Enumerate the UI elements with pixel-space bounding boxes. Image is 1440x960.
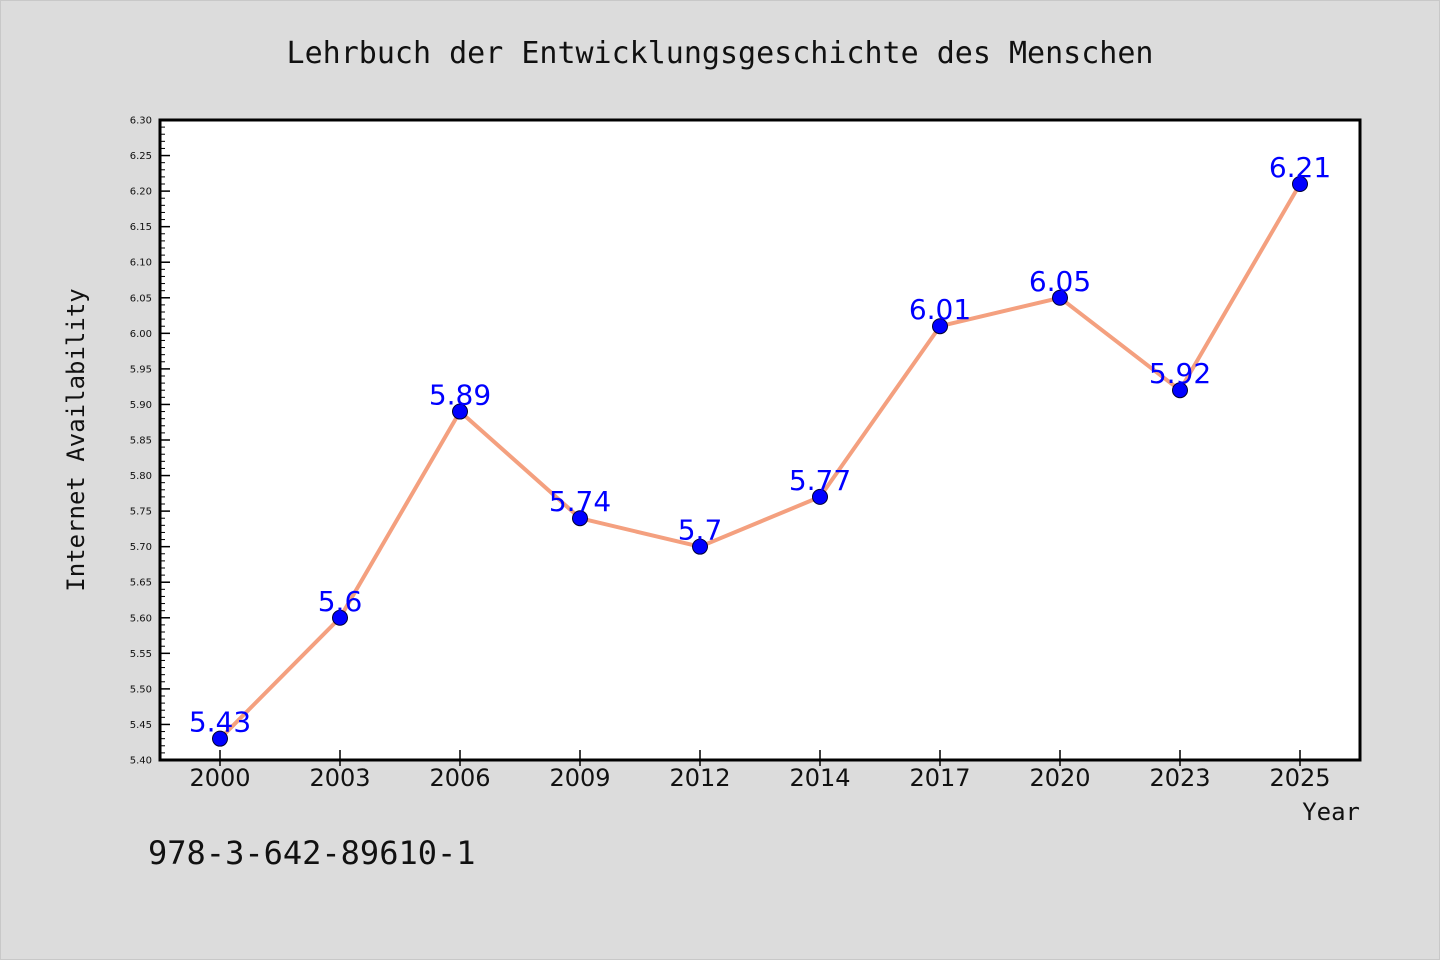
y-tick-label: 6.25 <box>130 151 152 162</box>
x-tick-label: 2009 <box>549 764 610 792</box>
data-point <box>452 403 468 420</box>
data-point <box>812 488 828 505</box>
data-point <box>332 609 348 626</box>
y-tick-label: 5.95 <box>130 364 152 375</box>
x-tick-label: 2025 <box>1269 764 1330 792</box>
x-tick-label: 2020 <box>1029 764 1090 792</box>
x-axis-label: Year <box>1302 798 1360 826</box>
x-tick-label: 2014 <box>789 764 850 792</box>
y-tick-label: 6.20 <box>130 187 152 198</box>
data-point <box>212 730 228 747</box>
data-label: 5.92 <box>1149 357 1211 390</box>
x-tick-label: 2003 <box>309 764 370 792</box>
data-label: 5.7 <box>678 514 723 547</box>
y-tick-label: 5.70 <box>130 542 152 553</box>
data-point <box>1172 382 1188 399</box>
plot-area <box>158 118 1362 762</box>
data-label: 6.05 <box>1029 265 1091 298</box>
y-tick-label: 6.30 <box>130 116 152 127</box>
data-point <box>1292 176 1308 192</box>
data-label: 5.77 <box>789 464 851 497</box>
y-tick-label: 5.80 <box>130 471 152 482</box>
y-tick-label: 5.55 <box>130 649 152 660</box>
y-tick-label: 6.00 <box>130 329 152 340</box>
x-tick-label: 2017 <box>909 764 970 792</box>
y-tick-label: 5.50 <box>130 684 152 695</box>
y-axis-label: Internet Availability <box>62 288 90 591</box>
data-label: 5.43 <box>189 706 251 739</box>
y-tick-label: 5.40 <box>130 756 152 767</box>
x-tick-label: 2006 <box>429 764 490 792</box>
data-point <box>572 510 588 527</box>
x-tick-label: 2000 <box>189 764 250 792</box>
data-point <box>692 538 708 555</box>
x-tick-label: 2023 <box>1149 764 1210 792</box>
y-tick-label: 5.65 <box>130 578 152 589</box>
data-label: 5.89 <box>429 379 491 412</box>
isbn-label: 978-3-642-89610-1 <box>148 834 476 872</box>
x-tick-label: 2012 <box>669 764 730 792</box>
y-tick-label: 6.15 <box>130 222 152 233</box>
chart-title: Lehrbuch der Entwicklungsgeschichte des … <box>287 36 1154 71</box>
data-label: 5.6 <box>318 585 363 618</box>
y-tick-label: 6.10 <box>130 258 152 269</box>
y-tick-label: 5.85 <box>130 436 152 447</box>
series-line <box>218 182 1302 741</box>
data-label: 5.74 <box>549 485 611 518</box>
y-tick-label: 5.45 <box>130 720 152 731</box>
data-point <box>1052 289 1068 306</box>
y-tick-label: 5.90 <box>130 400 152 411</box>
data-label: 6.01 <box>909 293 971 326</box>
data-point <box>932 318 948 335</box>
y-tick-label: 5.75 <box>130 507 152 518</box>
y-tick-label: 6.05 <box>130 293 152 304</box>
data-label: 6.21 <box>1269 151 1331 184</box>
y-tick-label: 5.60 <box>130 613 152 624</box>
